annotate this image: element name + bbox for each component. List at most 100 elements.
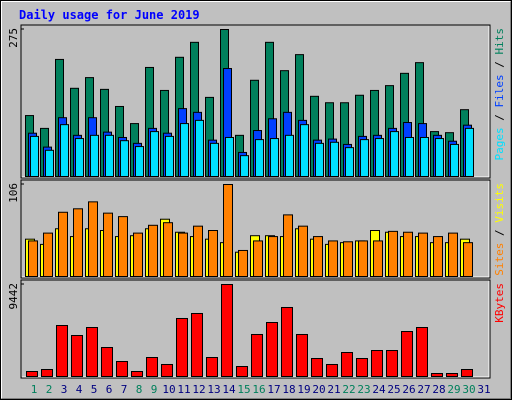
bar <box>326 363 338 377</box>
bar <box>270 138 279 177</box>
bar <box>225 136 234 177</box>
bar <box>390 131 399 177</box>
bar <box>266 322 278 378</box>
bar <box>465 127 474 178</box>
bar <box>401 331 413 377</box>
bar <box>388 230 398 277</box>
bar <box>345 147 354 178</box>
x-tick-label: 24 <box>372 383 386 396</box>
bar <box>281 306 293 377</box>
bar <box>43 232 53 277</box>
bar <box>163 222 173 277</box>
x-tick-label: 6 <box>106 383 113 396</box>
legend: Sites / Visits <box>493 183 506 276</box>
x-tick-label: 3 <box>61 383 68 396</box>
y-tick-label: 106 <box>7 183 20 203</box>
bar <box>360 139 369 177</box>
bar <box>206 356 218 377</box>
bar <box>343 241 353 277</box>
bar <box>208 230 218 277</box>
bar <box>298 225 308 277</box>
legend-entry: Visits <box>493 183 506 223</box>
bar <box>236 366 248 377</box>
x-tick-label: 14 <box>222 383 236 396</box>
bar <box>191 312 203 378</box>
bar <box>26 371 38 378</box>
x-tick-label: 20 <box>312 383 325 396</box>
x-tick-label: 29 <box>447 383 460 396</box>
bevel <box>22 26 490 178</box>
legend-entry: Hits <box>493 28 506 55</box>
bar <box>223 184 233 277</box>
x-tick-label: 1 <box>31 383 38 396</box>
bar <box>300 124 309 178</box>
bar <box>433 236 443 277</box>
x-tick-label: 22 <box>342 383 355 396</box>
bar <box>255 139 264 177</box>
bar <box>446 372 458 377</box>
bar <box>210 142 219 178</box>
bar <box>283 214 293 278</box>
bar <box>30 135 39 177</box>
legend-entry: Pages <box>493 127 506 160</box>
bar <box>268 236 278 277</box>
x-tick-label: 9 <box>151 383 158 396</box>
bar <box>330 141 339 178</box>
x-tick-label: 25 <box>387 383 400 396</box>
bar <box>448 232 458 277</box>
bar <box>60 124 69 178</box>
bar <box>58 211 68 278</box>
x-tick-label: 5 <box>91 383 98 396</box>
bar <box>176 317 188 377</box>
x-tick-label: 10 <box>162 383 175 396</box>
bar <box>75 138 84 177</box>
bar <box>341 352 353 378</box>
x-tick-label: 17 <box>267 383 280 396</box>
x-tick-label: 16 <box>252 383 265 396</box>
bar <box>403 231 413 278</box>
bar <box>165 135 174 177</box>
legend: Pages / Files / Hits <box>493 28 506 161</box>
x-tick-label: 15 <box>237 383 250 396</box>
x-tick-label: 11 <box>177 383 190 396</box>
bar <box>418 232 428 277</box>
x-tick-label: 2 <box>46 383 53 396</box>
bar <box>253 240 263 278</box>
bar <box>356 358 368 377</box>
bar <box>405 136 414 177</box>
bar <box>373 240 383 278</box>
bar <box>311 358 323 377</box>
bar <box>103 212 113 277</box>
bar <box>420 136 429 177</box>
bar <box>221 284 233 377</box>
bar <box>148 224 158 277</box>
legend-separator: / <box>493 223 506 243</box>
bar <box>180 123 189 177</box>
x-tick-label: 8 <box>136 383 143 396</box>
bar <box>296 333 308 377</box>
x-tick-label: 13 <box>207 383 220 396</box>
bar <box>45 149 54 177</box>
bar <box>240 155 249 177</box>
bar <box>88 201 98 277</box>
bar <box>133 232 143 277</box>
bar <box>131 371 143 378</box>
bar <box>238 249 248 277</box>
bar <box>431 372 443 377</box>
bar <box>116 361 128 378</box>
bar <box>313 236 323 277</box>
x-tick-label: 18 <box>282 383 295 396</box>
x-tick-label: 30 <box>462 383 475 396</box>
bar <box>285 134 294 177</box>
bevel <box>22 281 490 378</box>
x-tick-label: 4 <box>76 383 83 396</box>
bar <box>135 146 144 178</box>
bar <box>161 363 173 377</box>
bar <box>435 138 444 177</box>
x-tick-label: 27 <box>417 383 430 396</box>
y-tick-label: 9442 <box>7 283 20 310</box>
legend-entry: Files <box>493 74 506 107</box>
